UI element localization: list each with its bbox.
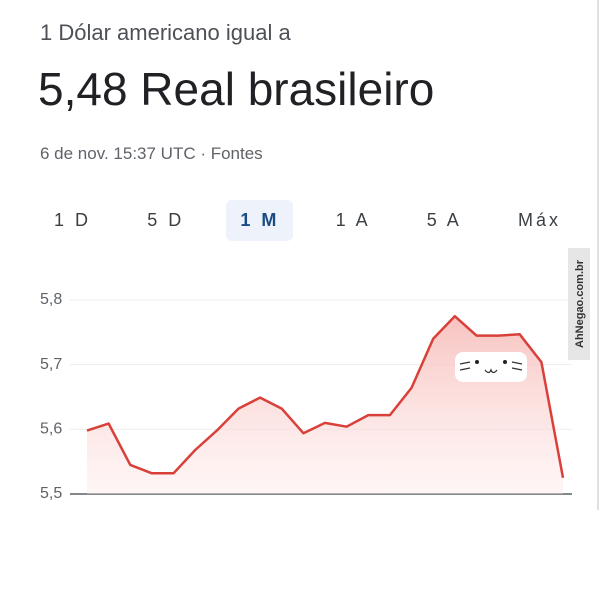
rate: 5,48 Real brasileiro [38,63,435,115]
y-tick-label: 5,5 [40,485,62,502]
range-tab[interactable]: Máx [517,210,561,230]
range-tab[interactable]: 1 M [226,200,294,241]
cat-eye [475,360,479,364]
y-tick-label: 5,6 [40,421,62,438]
range-tab[interactable]: 1 A [335,210,371,230]
y-tick-label: 5,7 [40,356,62,373]
cat-face-lines [459,361,523,374]
cat-face-bg [455,352,527,382]
cat-face [455,352,527,382]
area-fill [87,316,563,494]
chart: 5,5 5,6 5,7 5,8 AhNegao.com.br [40,248,590,502]
watermark: AhNegao.com.br [574,259,586,348]
watermark-bg [568,248,590,360]
timestamp: 6 de nov. 15:37 UTC · Fontes [40,144,263,163]
cat-eye [503,360,507,364]
subtitle: 1 Dólar americano igual a [40,20,291,45]
price-line [86,314,565,479]
y-tick-label: 5,8 [40,291,62,308]
edge [597,0,599,510]
range-tabs: 1 D 5 D 1 M 1 A 5 A Máx [40,200,575,241]
range-tab[interactable]: 5 D [147,210,185,230]
range-tab[interactable]: 1 D [54,210,92,230]
range-tab[interactable]: 5 A [426,210,462,230]
